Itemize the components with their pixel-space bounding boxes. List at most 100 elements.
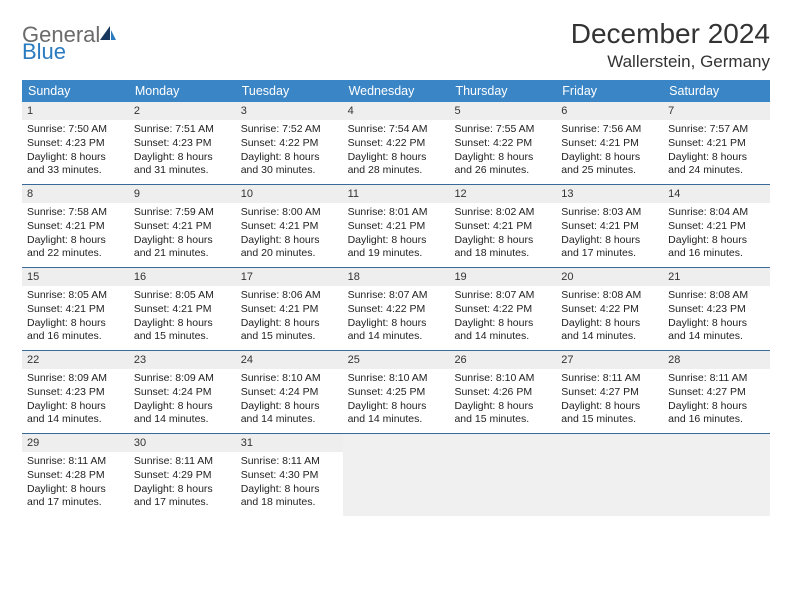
daylight-line: Daylight: 8 hours and 16 minutes.	[668, 400, 765, 427]
day-body: Sunrise: 7:50 AMSunset: 4:23 PMDaylight:…	[22, 120, 129, 183]
day-cell: 5Sunrise: 7:55 AMSunset: 4:22 PMDaylight…	[449, 102, 556, 184]
day-cell: 7Sunrise: 7:57 AMSunset: 4:21 PMDaylight…	[663, 102, 770, 184]
daylight-line: Daylight: 8 hours and 15 minutes.	[241, 317, 338, 344]
day-number: 22	[22, 351, 129, 369]
day-number: 13	[556, 185, 663, 203]
sunset-line: Sunset: 4:21 PM	[454, 220, 551, 234]
sunset-line: Sunset: 4:23 PM	[668, 303, 765, 317]
sunrise-line: Sunrise: 8:04 AM	[668, 206, 765, 220]
day-cell: 16Sunrise: 8:05 AMSunset: 4:21 PMDayligh…	[129, 268, 236, 350]
day-cell: 17Sunrise: 8:06 AMSunset: 4:21 PMDayligh…	[236, 268, 343, 350]
day-body: Sunrise: 8:05 AMSunset: 4:21 PMDaylight:…	[22, 286, 129, 349]
sunrise-line: Sunrise: 8:11 AM	[27, 455, 124, 469]
daylight-line: Daylight: 8 hours and 17 minutes.	[561, 234, 658, 261]
day-number: 25	[343, 351, 450, 369]
weekday-friday: Friday	[556, 80, 663, 102]
day-body: Sunrise: 8:11 AMSunset: 4:27 PMDaylight:…	[556, 369, 663, 432]
daylight-line: Daylight: 8 hours and 14 minutes.	[454, 317, 551, 344]
sunrise-line: Sunrise: 8:08 AM	[668, 289, 765, 303]
sunset-line: Sunset: 4:25 PM	[348, 386, 445, 400]
day-body: Sunrise: 8:11 AMSunset: 4:29 PMDaylight:…	[129, 452, 236, 515]
sunrise-line: Sunrise: 7:57 AM	[668, 123, 765, 137]
weekday-wednesday: Wednesday	[343, 80, 450, 102]
day-number: 9	[129, 185, 236, 203]
daylight-line: Daylight: 8 hours and 18 minutes.	[454, 234, 551, 261]
sunrise-line: Sunrise: 8:10 AM	[348, 372, 445, 386]
day-number: 11	[343, 185, 450, 203]
sunrise-line: Sunrise: 8:08 AM	[561, 289, 658, 303]
sunrise-line: Sunrise: 8:09 AM	[134, 372, 231, 386]
sunrise-line: Sunrise: 8:11 AM	[668, 372, 765, 386]
sunset-line: Sunset: 4:21 PM	[561, 220, 658, 234]
sunset-line: Sunset: 4:27 PM	[561, 386, 658, 400]
day-body: Sunrise: 8:03 AMSunset: 4:21 PMDaylight:…	[556, 203, 663, 266]
day-cell: 11Sunrise: 8:01 AMSunset: 4:21 PMDayligh…	[343, 185, 450, 267]
day-cell-empty	[449, 434, 556, 516]
weekday-header-row: Sunday Monday Tuesday Wednesday Thursday…	[22, 80, 770, 102]
daylight-line: Daylight: 8 hours and 20 minutes.	[241, 234, 338, 261]
calendar-page: General Blue December 2024 Wallerstein, …	[0, 0, 792, 516]
day-number: 20	[556, 268, 663, 286]
day-number: 1	[22, 102, 129, 120]
week-row: 8Sunrise: 7:58 AMSunset: 4:21 PMDaylight…	[22, 185, 770, 268]
weekday-tuesday: Tuesday	[236, 80, 343, 102]
day-cell: 22 Sunrise: 8:09 AMSunset: 4:23 PMDayligh…	[22, 351, 129, 433]
daylight-line: Daylight: 8 hours and 14 minutes.	[241, 400, 338, 427]
day-body: Sunrise: 7:54 AMSunset: 4:22 PMDaylight:…	[343, 120, 450, 183]
daylight-line: Daylight: 8 hours and 21 minutes.	[134, 234, 231, 261]
sunset-line: Sunset: 4:21 PM	[668, 137, 765, 151]
day-number: 26	[449, 351, 556, 369]
day-cell: 10Sunrise: 8:00 AMSunset: 4:21 PMDayligh…	[236, 185, 343, 267]
day-cell: 27Sunrise: 8:11 AMSunset: 4:27 PMDayligh…	[556, 351, 663, 433]
daylight-line: Daylight: 8 hours and 22 minutes.	[27, 234, 124, 261]
day-cell: 28Sunrise: 8:11 AMSunset: 4:27 PMDayligh…	[663, 351, 770, 433]
sunrise-line: Sunrise: 8:11 AM	[134, 455, 231, 469]
daylight-line: Daylight: 8 hours and 15 minutes.	[454, 400, 551, 427]
weekday-sunday: Sunday	[22, 80, 129, 102]
day-cell: 13Sunrise: 8:03 AMSunset: 4:21 PMDayligh…	[556, 185, 663, 267]
day-body: Sunrise: 7:58 AMSunset: 4:21 PMDaylight:…	[22, 203, 129, 266]
daylight-line: Daylight: 8 hours and 18 minutes.	[241, 483, 338, 510]
day-number: 24	[236, 351, 343, 369]
day-body: Sunrise: 8:10 AMSunset: 4:24 PMDaylight:…	[236, 369, 343, 432]
calendar-grid: Sunday Monday Tuesday Wednesday Thursday…	[22, 80, 770, 516]
sunset-line: Sunset: 4:21 PM	[241, 303, 338, 317]
sunrise-line: Sunrise: 7:59 AM	[134, 206, 231, 220]
page-header: General Blue December 2024 Wallerstein, …	[22, 18, 770, 72]
daylight-line: Daylight: 8 hours and 14 minutes.	[27, 400, 124, 427]
week-row: 1Sunrise: 7:50 AMSunset: 4:23 PMDaylight…	[22, 102, 770, 185]
day-body: Sunrise: 8:10 AMSunset: 4:25 PMDaylight:…	[343, 369, 450, 432]
day-cell: 18Sunrise: 8:07 AMSunset: 4:22 PMDayligh…	[343, 268, 450, 350]
sunrise-line: Sunrise: 8:10 AM	[454, 372, 551, 386]
day-cell-empty	[343, 434, 450, 516]
sunset-line: Sunset: 4:22 PM	[348, 137, 445, 151]
sunset-line: Sunset: 4:21 PM	[134, 220, 231, 234]
day-cell: 21Sunrise: 8:08 AMSunset: 4:23 PMDayligh…	[663, 268, 770, 350]
day-number: 28	[663, 351, 770, 369]
daylight-line: Daylight: 8 hours and 14 minutes.	[348, 317, 445, 344]
sunset-line: Sunset: 4:23 PM	[27, 386, 124, 400]
sunset-line: Sunset: 4:24 PM	[241, 386, 338, 400]
sunrise-line: Sunrise: 8:05 AM	[134, 289, 231, 303]
sunrise-line: Sunrise: 8:02 AM	[454, 206, 551, 220]
day-cell: 30Sunrise: 8:11 AMSunset: 4:29 PMDayligh…	[129, 434, 236, 516]
day-number: 2	[129, 102, 236, 120]
sunrise-line: Sunrise: 8:06 AM	[241, 289, 338, 303]
daylight-line: Daylight: 8 hours and 14 minutes.	[134, 400, 231, 427]
day-body: Sunrise: 7:52 AMSunset: 4:22 PMDaylight:…	[236, 120, 343, 183]
weeks-container: 1Sunrise: 7:50 AMSunset: 4:23 PMDaylight…	[22, 102, 770, 516]
day-number: 29	[22, 434, 129, 452]
sunrise-line: Sunrise: 8:09 AM	[27, 372, 124, 386]
day-body: Sunrise: 8:11 AMSunset: 4:27 PMDaylight:…	[663, 369, 770, 432]
week-row: 22Sunrise: 8:09 AMSunset: 4:23 PMDayligh…	[22, 351, 770, 434]
day-number: 12	[449, 185, 556, 203]
daylight-line: Daylight: 8 hours and 28 minutes.	[348, 151, 445, 178]
day-number: 31	[236, 434, 343, 452]
day-body: Sunrise: 8:09 AMSunset: 4:24 PMDaylight:…	[129, 369, 236, 432]
sunrise-line: Sunrise: 7:50 AM	[27, 123, 124, 137]
daylight-line: Daylight: 8 hours and 30 minutes.	[241, 151, 338, 178]
day-cell: 25Sunrise: 8:10 AMSunset: 4:25 PMDayligh…	[343, 351, 450, 433]
day-body: Sunrise: 8:01 AMSunset: 4:21 PMDaylight:…	[343, 203, 450, 266]
day-cell: 31Sunrise: 8:11 AMSunset: 4:30 PMDayligh…	[236, 434, 343, 516]
daylight-line: Daylight: 8 hours and 14 minutes.	[668, 317, 765, 344]
